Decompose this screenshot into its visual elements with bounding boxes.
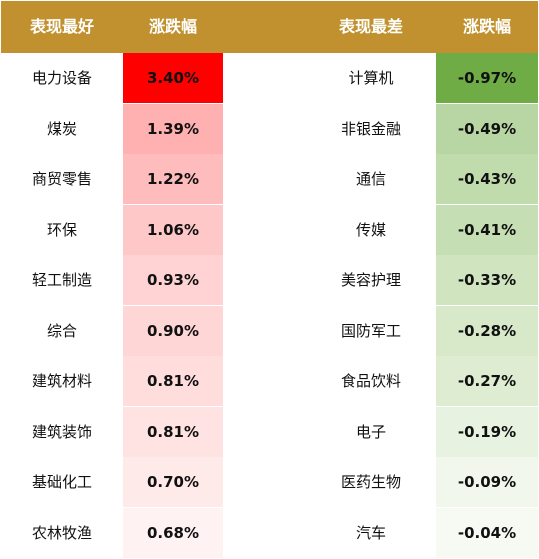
worst-sector-change: -0.49%	[436, 103, 538, 154]
worst-sector-name: 国防军工	[340, 321, 401, 340]
table-row: 商贸零售 1.22% 通信 -0.43%	[1, 154, 538, 204]
worst-sector-name: 计算机	[348, 69, 394, 87]
table-row: 电力设备 3.40% 计算机 -0.97%	[1, 53, 538, 103]
table-row: 基础化工 0.70% 医药生物 -0.09%	[1, 457, 538, 507]
worst-sector-change: -0.33%	[436, 255, 538, 305]
table-row: 环保 1.06% 传媒 -0.41%	[1, 204, 538, 255]
best-sector-change: 0.68%	[123, 507, 223, 558]
best-sector-change: 1.22%	[123, 154, 223, 204]
best-sector-change: 1.06%	[123, 204, 223, 255]
best-sector-name: 农林牧渔	[31, 523, 92, 542]
best-sector-name: 轻工制造	[31, 271, 92, 289]
worst-sector-name: 医药生物	[340, 473, 401, 491]
best-sector-name: 环保	[46, 220, 77, 239]
best-sector-change: 0.93%	[123, 255, 223, 305]
best-performers-header: 表现最好	[29, 17, 94, 36]
worst-performers-header: 表现最差	[338, 17, 403, 36]
worst-sector-change: -0.28%	[436, 305, 538, 356]
best-sector-name: 商贸零售	[31, 170, 92, 188]
best-sector-name: 基础化工	[31, 473, 92, 491]
worst-sector-name: 汽车	[355, 523, 386, 542]
best-sector-change: 3.40%	[123, 53, 223, 103]
best-sector-change: 0.90%	[123, 305, 223, 356]
worst-sector-change: -0.97%	[436, 53, 538, 103]
worst-sector-name: 美容护理	[340, 271, 401, 289]
table-row: 农林牧渔 0.68% 汽车 -0.04%	[1, 507, 538, 558]
best-sector-name: 建筑材料	[31, 372, 92, 390]
worst-sector-change: -0.41%	[436, 204, 538, 255]
worst-sector-name: 食品饮料	[340, 372, 401, 390]
worst-sector-name: 传媒	[355, 220, 386, 239]
worst-sector-change: -0.04%	[436, 507, 538, 558]
worst-sector-name: 电子	[355, 422, 386, 441]
best-sector-change: 0.70%	[123, 457, 223, 507]
best-sector-change: 1.39%	[123, 103, 223, 154]
table-row: 建筑材料 0.81% 食品饮料 -0.27%	[1, 356, 538, 406]
best-sector-name: 电力设备	[31, 69, 92, 87]
worst-sector-change: -0.43%	[436, 154, 538, 204]
best-sector-name: 煤炭	[46, 119, 77, 138]
table-row: 煤炭 1.39% 非银金融 -0.49%	[1, 103, 538, 154]
table-header-row: 表现最好 涨跌幅 表现最差 涨跌幅	[1, 1, 538, 53]
best-sector-change: 0.81%	[123, 356, 223, 406]
worst-sector-change: -0.27%	[436, 356, 538, 406]
table-row: 建筑装饰 0.81% 电子 -0.19%	[1, 406, 538, 457]
worst-change-header: 涨跌幅	[462, 17, 511, 36]
table-row: 综合 0.90% 国防军工 -0.28%	[1, 305, 538, 356]
best-sector-name: 建筑装饰	[31, 422, 92, 441]
table-row: 轻工制造 0.93% 美容护理 -0.33%	[1, 255, 538, 305]
worst-sector-change: -0.09%	[436, 457, 538, 507]
best-sector-name: 综合	[46, 321, 77, 340]
worst-sector-change: -0.19%	[436, 406, 538, 457]
best-change-header: 涨跌幅	[148, 17, 197, 36]
worst-sector-name: 通信	[355, 170, 386, 188]
worst-sector-name: 非银金融	[340, 119, 401, 138]
best-sector-change: 0.81%	[123, 406, 223, 457]
